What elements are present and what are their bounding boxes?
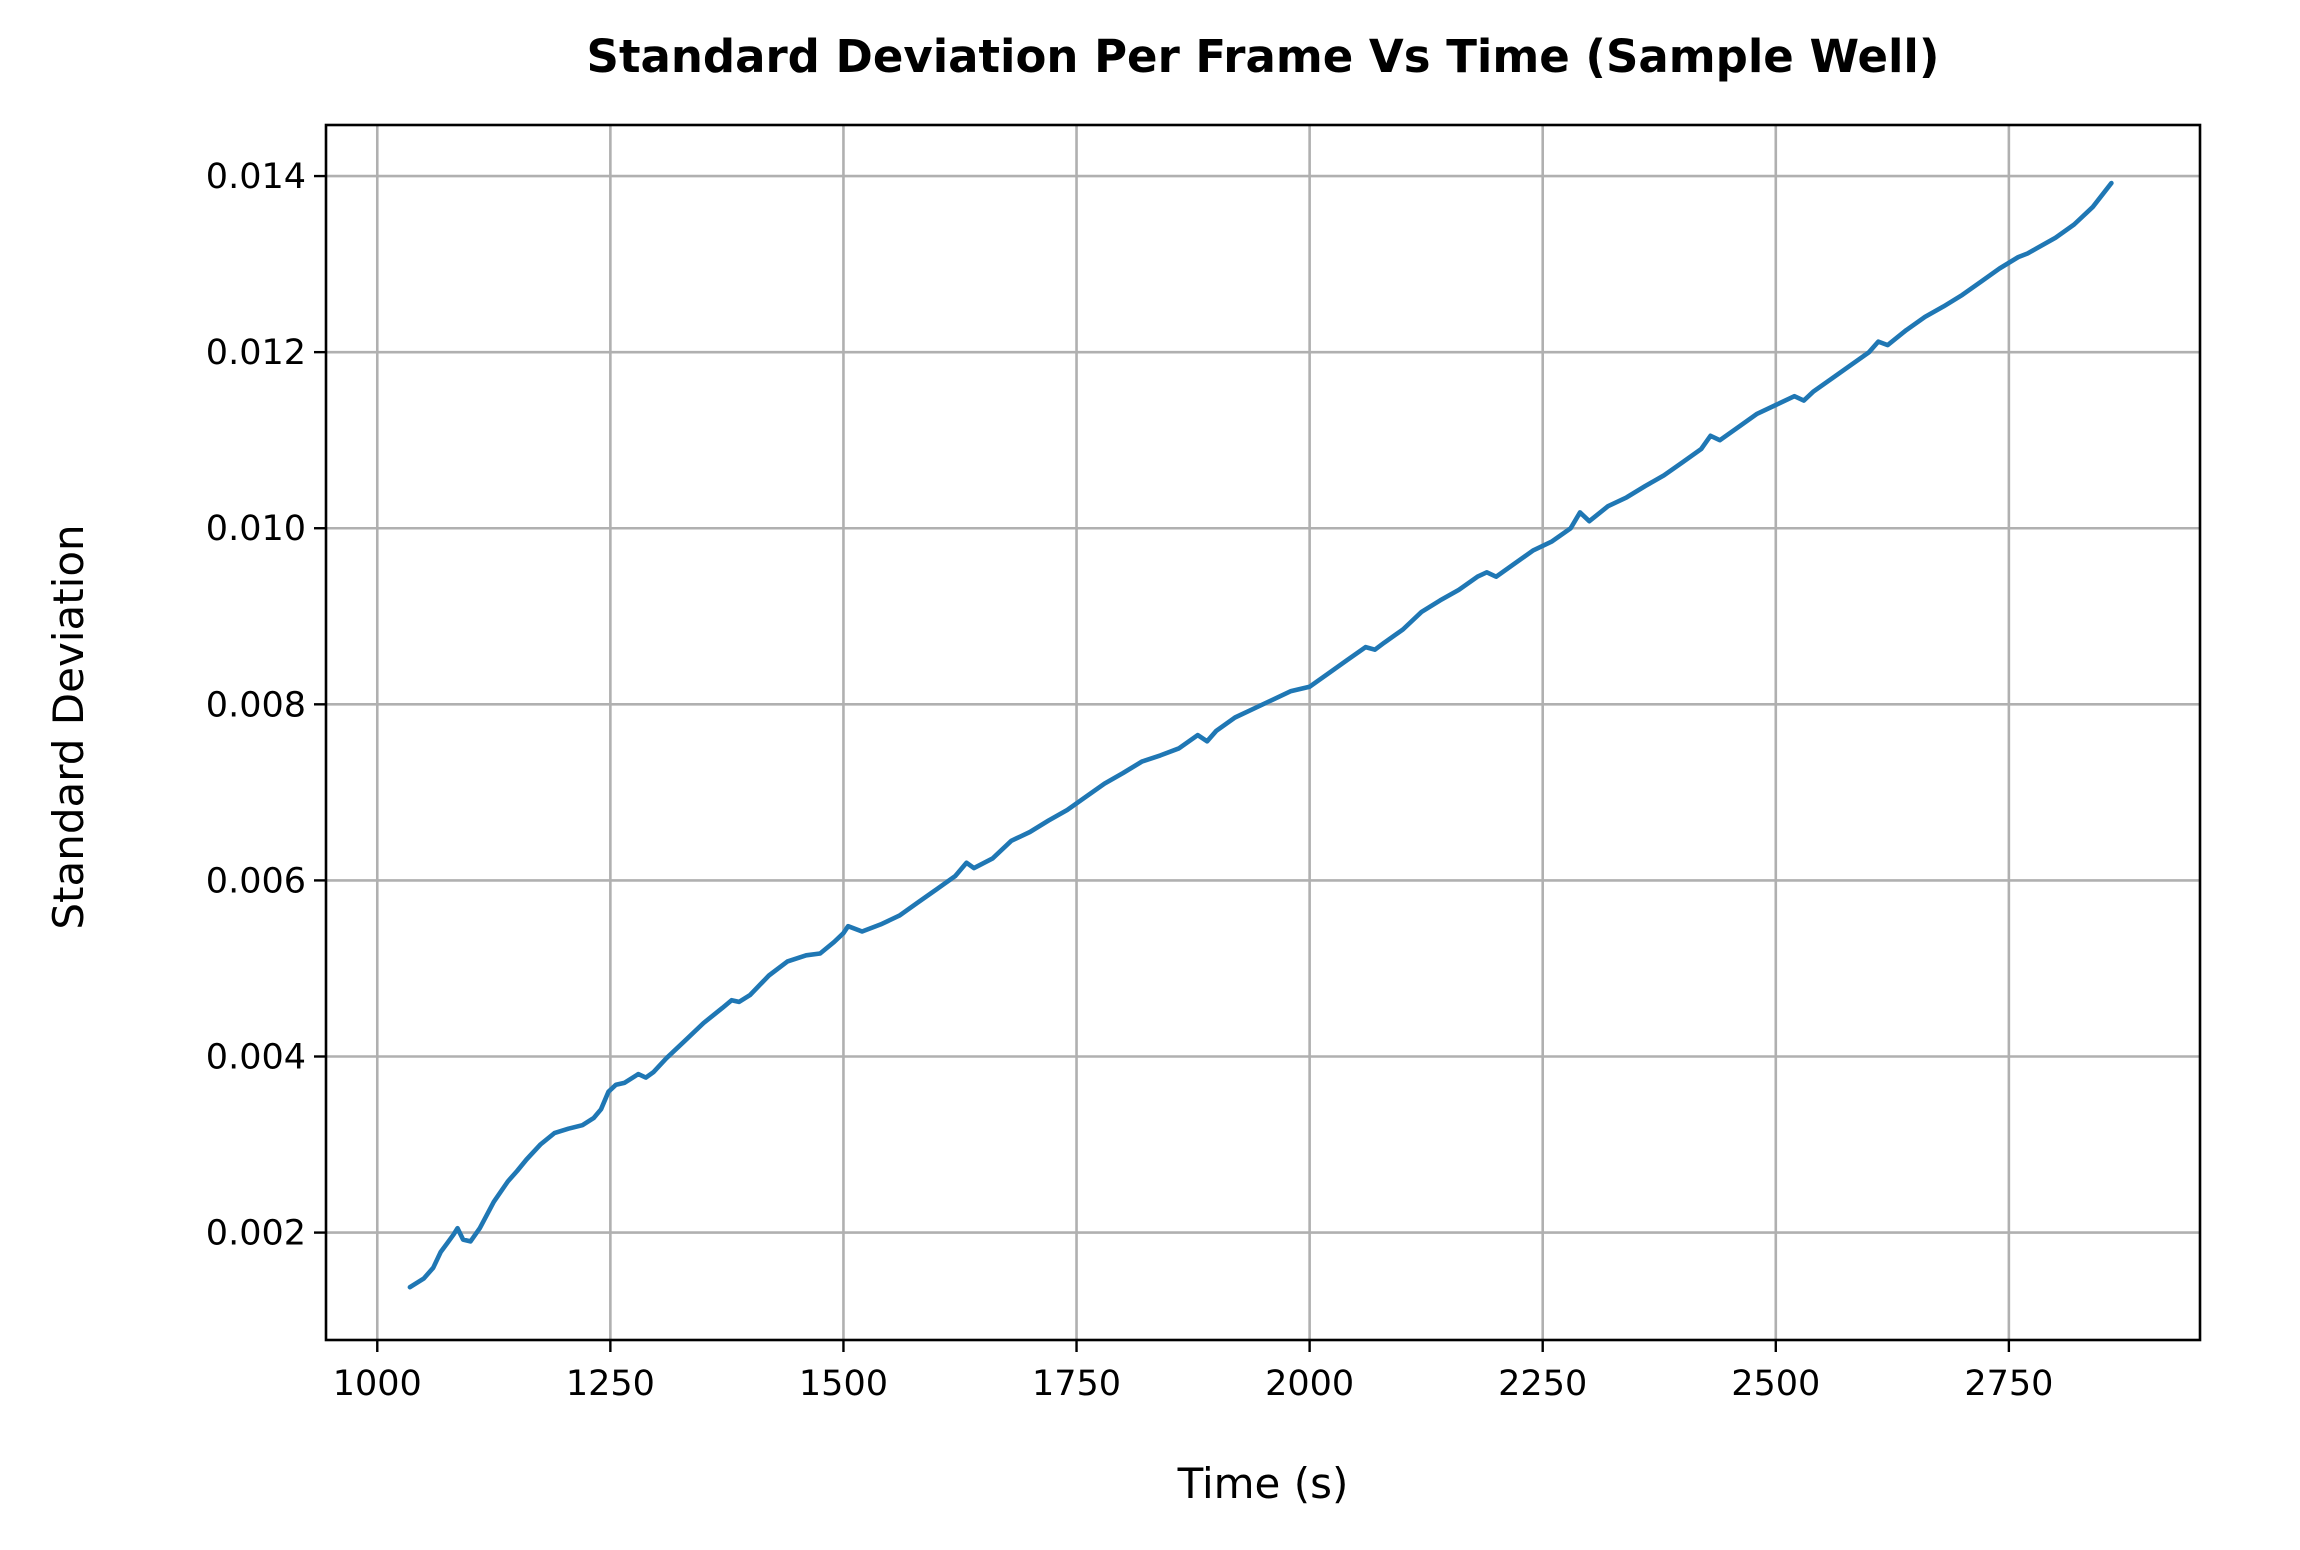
series-layer	[407, 180, 2114, 1290]
plot-frame	[324, 123, 2202, 1342]
x-tick-label: 1000	[333, 1364, 422, 1404]
x-axis-label: Time (s)	[1177, 1459, 1349, 1508]
y-tick-label: 0.012	[206, 333, 306, 373]
x-tick-label: 2000	[1265, 1364, 1354, 1404]
y-tick-label: 0.004	[206, 1038, 306, 1078]
chart-title: Standard Deviation Per Frame Vs Time (Sa…	[587, 30, 1940, 83]
y-tick-label: 0.008	[206, 685, 306, 725]
axis-ticks: 1000 1250 1500 1750 2000 2250 2500 2750 0.002 0.0…	[206, 157, 2054, 1404]
x-tick-label: 2750	[1964, 1364, 2053, 1404]
x-tick-label: 2500	[1731, 1364, 1820, 1404]
y-tick-label: 0.010	[206, 509, 306, 549]
y-tick-label: 0.006	[206, 861, 306, 901]
y-axis-label: Standard Deviation	[44, 524, 93, 929]
x-tick-label: 1250	[566, 1364, 655, 1404]
x-tick-label: 2250	[1498, 1364, 1587, 1404]
y-tick-label: 0.014	[206, 157, 306, 197]
series-line	[407, 180, 2114, 1290]
x-tick-label: 1500	[799, 1364, 888, 1404]
x-tick-label: 1750	[1032, 1364, 1121, 1404]
grid-lines	[326, 125, 2200, 1340]
y-tick-label: 0.002	[206, 1214, 306, 1254]
